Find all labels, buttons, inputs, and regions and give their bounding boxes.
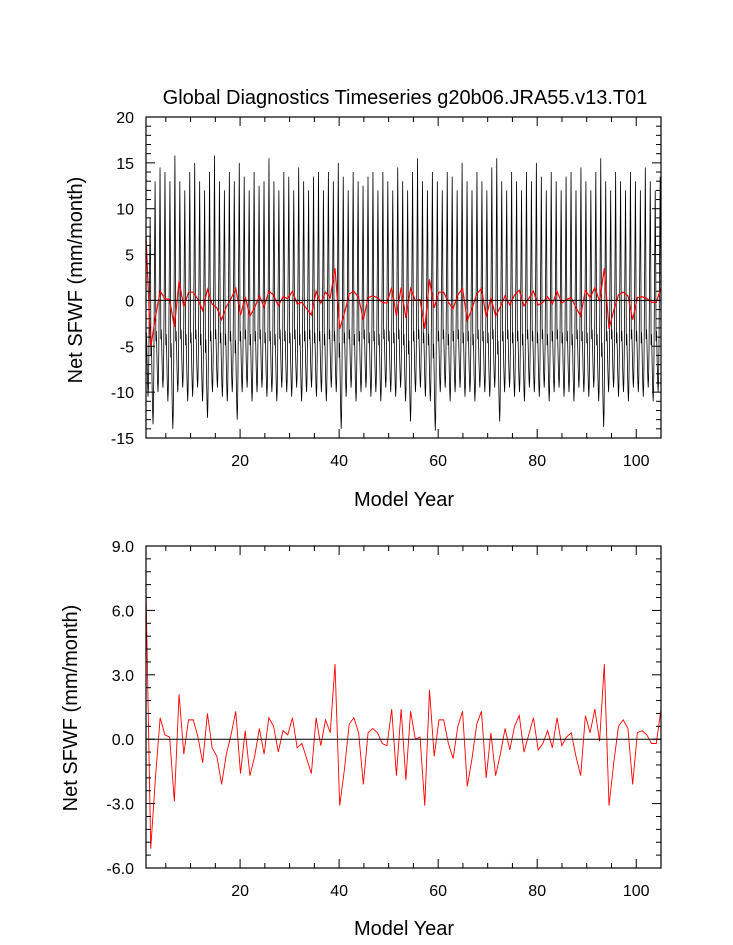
y-tick-label: 3.0 [112, 668, 134, 685]
annual-mean-series-line [146, 236, 661, 348]
y-tick-label: -6.0 [106, 861, 134, 878]
y-tick-label: 0 [125, 293, 134, 310]
monthly-series-line [146, 155, 661, 431]
x-tick-label: 40 [330, 883, 348, 900]
y-tick-label: 15 [116, 156, 134, 173]
x-tick-label: 60 [429, 453, 447, 470]
y-tick-label: 9.0 [112, 539, 134, 556]
top-y-axis-label: Net SFWF (mm/month) [65, 177, 87, 384]
plot-frame [145, 116, 662, 439]
x-tick-label: 60 [429, 883, 447, 900]
top-panel: Net SFWF (mm/month) Model Year 20 40 60 80 1… [65, 110, 662, 511]
chart-title: Global Diagnostics Timeseries g20b06.JRA… [163, 87, 648, 109]
y-tick-label: 20 [116, 110, 134, 127]
y-tick-label: 0.0 [112, 732, 134, 749]
bottom-plot-area: 20 40 60 80 100 9.0 6.0 3.0 0.0 -3.0 -6.0 [106, 539, 662, 900]
y-tick-label: -3.0 [106, 797, 134, 814]
bottom-x-axis-label: Model Year [354, 918, 454, 940]
plot-frame [145, 545, 662, 869]
top-plot-area: 20 40 60 80 100 20 15 10 5 0 -5 -10 -15 [111, 110, 662, 470]
annual-mean-series-line [146, 588, 661, 849]
top-x-axis-label: Model Year [354, 489, 454, 511]
x-tick-label: 80 [528, 453, 546, 470]
y-tick-label: 6.0 [112, 603, 134, 620]
series-group [146, 588, 661, 849]
bottom-y-axis-label: Net SFWF (mm/month) [60, 605, 82, 812]
y-tick-label: 10 [116, 202, 134, 219]
y-tick-label: -15 [111, 431, 134, 448]
x-tick-label: 100 [623, 453, 650, 470]
y-tick-label: -5 [120, 339, 134, 356]
x-tick-label: 20 [231, 883, 249, 900]
x-tick-label: 20 [231, 453, 249, 470]
y-tick-label: 5 [125, 248, 134, 265]
bottom-panel: Net SFWF (mm/month) Model Year 20 40 60 80 1… [60, 539, 662, 940]
x-tick-label: 80 [528, 883, 546, 900]
y-tick-label: -10 [111, 385, 134, 402]
x-tick-label: 100 [623, 883, 650, 900]
series-group [146, 155, 661, 431]
x-tick-label: 40 [330, 453, 348, 470]
